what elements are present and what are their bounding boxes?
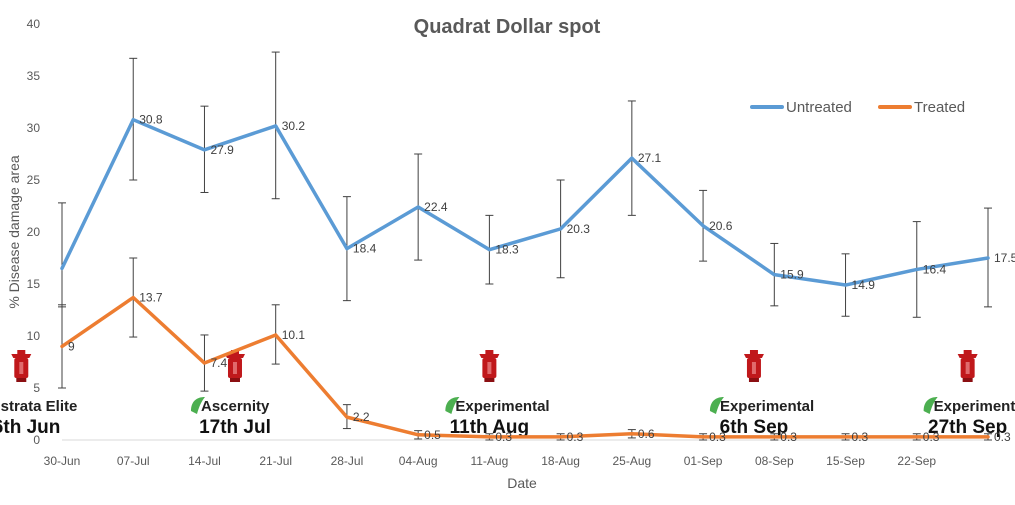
data-label: 30.8 [139,113,163,127]
y-tick-label: 30 [27,121,41,135]
data-label: 7.4 [210,356,227,370]
data-label: 14.9 [852,278,876,292]
data-label: 0.5 [424,428,441,442]
leaf-icon [923,397,938,414]
x-tick-label: 11-Aug [470,454,508,468]
data-label: 27.1 [638,151,662,165]
leaf-icon [190,397,205,414]
data-label: 18.3 [495,243,519,257]
leaf-icon [445,397,460,414]
application-date: 11th Aug [450,417,530,438]
legend: Untreated Treated [750,99,965,116]
data-label: 30.2 [282,119,306,133]
x-tick-label: 01-Sep [684,454,723,468]
application-date: 6th Sep [720,417,789,438]
error-bar [58,202,66,308]
series-line-untreated [60,117,990,287]
legend-label: Treated [914,99,965,116]
sprayer-icon [11,350,32,382]
error-bars [58,51,992,441]
sprayer-icon [479,350,500,382]
brand-logo: Experimental [923,397,1015,415]
application-date: 17th Jul [199,417,271,438]
x-tick-label: 18-Aug [541,454,580,468]
application-marker: Experimental 27th Sep [923,350,1015,438]
y-tick-label: 10 [27,329,41,343]
x-tick-label: 15-Sep [826,454,865,468]
series-lines [60,117,990,439]
application-markers: Instrata Elite 26th Jun Ascernity 17th Jul E… [0,350,1015,438]
data-label: 0.3 [994,430,1011,444]
x-axis-ticks: 30-Jun 07-Jul 14-Jul 21-Jul 28-Jul 04-Aug 11-A… [44,454,937,468]
data-label: 13.7 [139,291,163,305]
application-marker: Experimental 6th Sep [709,350,814,438]
y-tick-label: 25 [27,173,41,187]
y-tick-label: 35 [27,69,41,83]
x-tick-label: 28-Jul [331,454,364,468]
brand-name: Ascernity [201,398,270,415]
brand-logo: Experimental [445,397,550,415]
sprayer-icon [743,350,764,382]
data-label: 20.6 [709,219,733,233]
data-label: 0.3 [923,430,940,444]
x-tick-label: 07-Jul [117,454,150,468]
brand-name: Experimental [455,398,549,415]
application-date: 27th Sep [928,417,1007,438]
brand-name: Instrata Elite [0,398,77,415]
x-tick-label: 21-Jul [259,454,292,468]
data-label: 0.3 [852,430,869,444]
x-tick-label: 25-Aug [612,454,651,468]
application-marker: Ascernity 17th Jul [190,350,271,438]
brand-logo: Experimental [709,397,814,415]
data-label: 15.9 [780,268,804,282]
series-line-treated [60,295,990,439]
brand-logo: Ascernity [190,397,270,415]
data-label: 27.9 [210,143,234,157]
x-tick-label: 14-Jul [188,454,221,468]
sprayer-icon [224,350,245,382]
data-label: 9 [68,339,75,353]
data-label: 2.2 [353,410,370,424]
x-tick-label: 04-Aug [399,454,438,468]
y-tick-label: 20 [27,225,41,239]
brand-logo: Instrata Elite [0,398,77,415]
data-label: 17.5 [994,251,1015,265]
y-tick-label: 5 [33,381,40,395]
data-label: 22.4 [424,200,448,214]
application-marker: Instrata Elite 26th Jun [0,350,77,438]
data-label: 0.3 [780,430,797,444]
sprayer-icon [957,350,978,382]
data-label: 0.3 [567,430,584,444]
legend-item-treated: Treated [878,99,965,116]
data-labels: 30.8 27.9 30.2 18.4 22.4 18.3 20.3 27.1 20.6 15.9… [68,113,1015,444]
brand-name: Experimental [934,398,1015,415]
y-tick-label: 40 [27,17,41,31]
y-tick-label: 0 [33,433,40,447]
data-label: 0.6 [638,427,655,441]
application-marker: Experimental 11th Aug [445,350,550,438]
leaf-icon [709,397,724,414]
data-label: 0.3 [495,430,512,444]
data-label: 10.1 [282,328,306,342]
chart-title: Quadrat Dollar spot [414,16,601,38]
x-tick-label: 08-Sep [755,454,794,468]
x-tick-label: 30-Jun [44,454,81,468]
data-label: 0.3 [709,430,726,444]
y-tick-label: 15 [27,277,41,291]
data-label: 16.4 [923,262,947,276]
x-axis-title: Date [507,475,537,491]
legend-item-untreated: Untreated [750,99,852,116]
x-tick-label: 22-Sep [897,454,936,468]
brand-name: Experimental [720,398,814,415]
application-date: 26th Jun [0,417,60,438]
data-label: 18.4 [353,242,377,256]
legend-label: Untreated [786,99,852,116]
data-label: 20.3 [567,222,591,236]
y-axis-ticks: 0 5 10 15 20 25 30 35 40 [27,17,41,447]
y-axis-title: % Disease damage area [6,155,22,309]
